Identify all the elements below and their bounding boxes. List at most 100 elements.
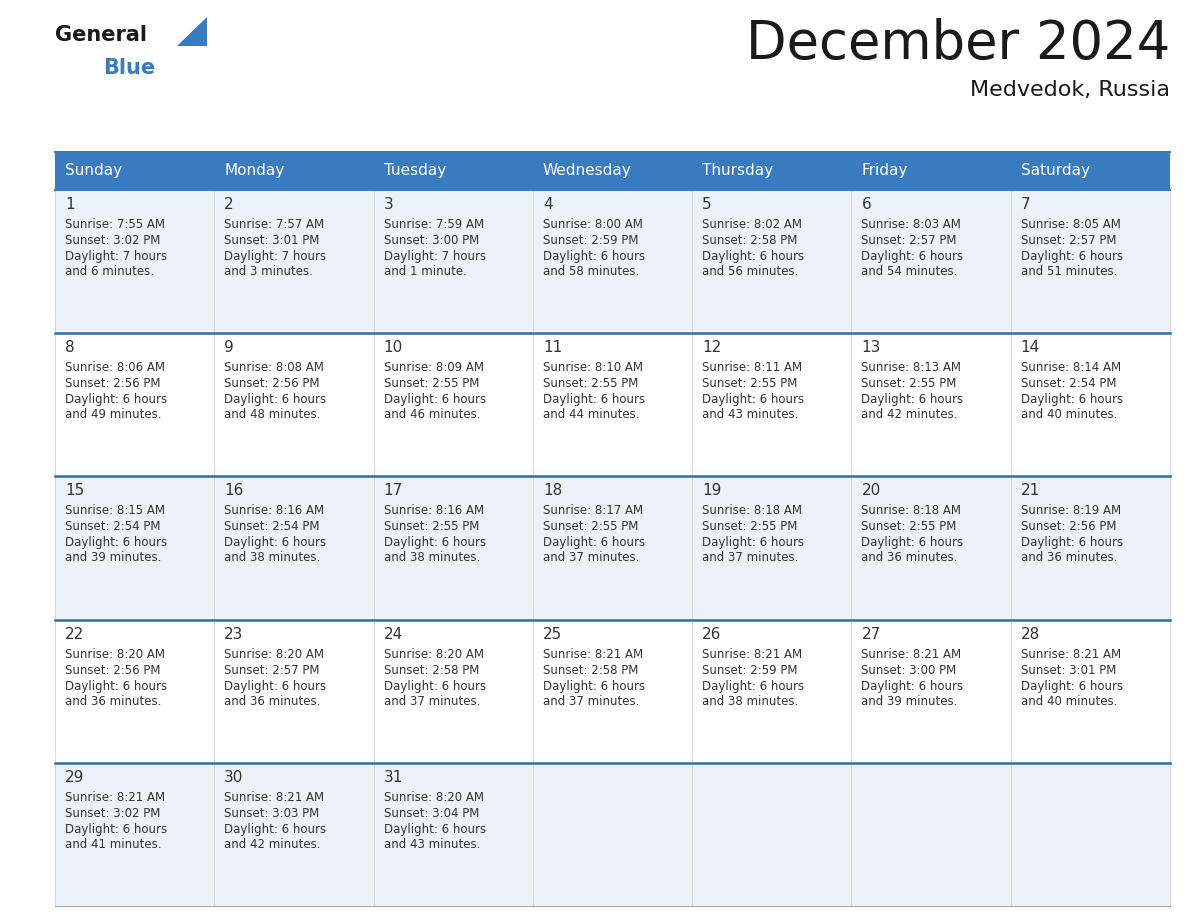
Text: Sunset: 2:55 PM: Sunset: 2:55 PM bbox=[861, 521, 956, 533]
Text: 7: 7 bbox=[1020, 197, 1030, 212]
Bar bbox=[1011, 763, 1170, 906]
Text: Sunset: 2:56 PM: Sunset: 2:56 PM bbox=[225, 377, 320, 390]
Bar bbox=[693, 333, 852, 476]
Text: Thursday: Thursday bbox=[702, 163, 773, 178]
Text: Daylight: 6 hours: Daylight: 6 hours bbox=[861, 679, 963, 692]
Text: 11: 11 bbox=[543, 341, 562, 355]
Text: Sunset: 3:00 PM: Sunset: 3:00 PM bbox=[861, 664, 956, 677]
Bar bbox=[214, 476, 373, 620]
Bar bbox=[533, 333, 693, 476]
Text: 26: 26 bbox=[702, 627, 721, 642]
Bar bbox=[533, 190, 693, 333]
Text: Sunrise: 8:02 AM: Sunrise: 8:02 AM bbox=[702, 218, 802, 231]
Text: Daylight: 6 hours: Daylight: 6 hours bbox=[225, 536, 327, 549]
Text: and 58 minutes.: and 58 minutes. bbox=[543, 265, 639, 278]
Text: and 38 minutes.: and 38 minutes. bbox=[384, 552, 480, 565]
Bar bbox=[1011, 620, 1170, 763]
Bar bbox=[533, 476, 693, 620]
Text: Sunrise: 8:13 AM: Sunrise: 8:13 AM bbox=[861, 361, 961, 375]
Polygon shape bbox=[177, 17, 207, 46]
Bar bbox=[55, 476, 214, 620]
Text: 4: 4 bbox=[543, 197, 552, 212]
Text: Sunset: 3:02 PM: Sunset: 3:02 PM bbox=[65, 807, 160, 820]
Text: Daylight: 6 hours: Daylight: 6 hours bbox=[65, 679, 168, 692]
Bar bbox=[693, 152, 852, 190]
Text: Daylight: 7 hours: Daylight: 7 hours bbox=[65, 250, 168, 263]
Text: Sunrise: 8:18 AM: Sunrise: 8:18 AM bbox=[702, 504, 802, 518]
Text: Daylight: 6 hours: Daylight: 6 hours bbox=[384, 679, 486, 692]
Bar bbox=[55, 152, 214, 190]
Text: 28: 28 bbox=[1020, 627, 1040, 642]
Text: Sunrise: 8:08 AM: Sunrise: 8:08 AM bbox=[225, 361, 324, 375]
Text: Sunrise: 8:20 AM: Sunrise: 8:20 AM bbox=[384, 647, 484, 661]
Text: Daylight: 6 hours: Daylight: 6 hours bbox=[543, 536, 645, 549]
Bar bbox=[852, 152, 1011, 190]
Text: Daylight: 6 hours: Daylight: 6 hours bbox=[702, 393, 804, 406]
Text: Sunrise: 8:21 AM: Sunrise: 8:21 AM bbox=[543, 647, 643, 661]
Text: Sunset: 3:01 PM: Sunset: 3:01 PM bbox=[225, 234, 320, 247]
Text: Sunset: 2:55 PM: Sunset: 2:55 PM bbox=[384, 521, 479, 533]
Text: and 54 minutes.: and 54 minutes. bbox=[861, 265, 958, 278]
Bar bbox=[214, 152, 373, 190]
Text: 15: 15 bbox=[65, 484, 84, 498]
Text: Sunset: 3:02 PM: Sunset: 3:02 PM bbox=[65, 234, 160, 247]
Text: Sunset: 2:55 PM: Sunset: 2:55 PM bbox=[702, 521, 797, 533]
Text: Daylight: 6 hours: Daylight: 6 hours bbox=[384, 393, 486, 406]
Text: and 37 minutes.: and 37 minutes. bbox=[702, 552, 798, 565]
Bar bbox=[1011, 476, 1170, 620]
Text: Sunset: 2:55 PM: Sunset: 2:55 PM bbox=[384, 377, 479, 390]
Text: Wednesday: Wednesday bbox=[543, 163, 632, 178]
Bar bbox=[55, 190, 214, 333]
Text: 30: 30 bbox=[225, 770, 244, 785]
Text: 8: 8 bbox=[65, 341, 75, 355]
Text: Blue: Blue bbox=[103, 58, 156, 78]
Text: 18: 18 bbox=[543, 484, 562, 498]
Text: Sunrise: 8:21 AM: Sunrise: 8:21 AM bbox=[65, 790, 165, 804]
Text: and 36 minutes.: and 36 minutes. bbox=[65, 695, 162, 708]
Text: and 41 minutes.: and 41 minutes. bbox=[65, 838, 162, 851]
Text: Sunset: 2:54 PM: Sunset: 2:54 PM bbox=[1020, 377, 1117, 390]
Text: 25: 25 bbox=[543, 627, 562, 642]
Bar bbox=[55, 763, 214, 906]
Text: Sunset: 2:57 PM: Sunset: 2:57 PM bbox=[861, 234, 956, 247]
Bar bbox=[852, 333, 1011, 476]
Text: Sunrise: 8:20 AM: Sunrise: 8:20 AM bbox=[65, 647, 165, 661]
Text: 12: 12 bbox=[702, 341, 721, 355]
Bar bbox=[373, 620, 533, 763]
Text: General: General bbox=[55, 25, 147, 45]
Text: and 49 minutes.: and 49 minutes. bbox=[65, 409, 162, 421]
Bar bbox=[373, 476, 533, 620]
Bar bbox=[55, 333, 214, 476]
Text: 31: 31 bbox=[384, 770, 403, 785]
Text: Daylight: 6 hours: Daylight: 6 hours bbox=[702, 536, 804, 549]
Text: and 40 minutes.: and 40 minutes. bbox=[1020, 695, 1117, 708]
Text: Sunrise: 8:15 AM: Sunrise: 8:15 AM bbox=[65, 504, 165, 518]
Text: Tuesday: Tuesday bbox=[384, 163, 446, 178]
Text: 20: 20 bbox=[861, 484, 880, 498]
Text: and 40 minutes.: and 40 minutes. bbox=[1020, 409, 1117, 421]
Text: and 43 minutes.: and 43 minutes. bbox=[384, 838, 480, 851]
Text: Daylight: 6 hours: Daylight: 6 hours bbox=[225, 823, 327, 835]
Text: and 3 minutes.: and 3 minutes. bbox=[225, 265, 314, 278]
Text: Sunrise: 8:21 AM: Sunrise: 8:21 AM bbox=[702, 647, 802, 661]
Text: Sunset: 2:54 PM: Sunset: 2:54 PM bbox=[65, 521, 160, 533]
Text: Sunrise: 8:06 AM: Sunrise: 8:06 AM bbox=[65, 361, 165, 375]
Text: Sunset: 2:59 PM: Sunset: 2:59 PM bbox=[543, 234, 638, 247]
Bar bbox=[533, 152, 693, 190]
Bar bbox=[55, 620, 214, 763]
Text: and 56 minutes.: and 56 minutes. bbox=[702, 265, 798, 278]
Text: Sunset: 2:55 PM: Sunset: 2:55 PM bbox=[543, 377, 638, 390]
Text: 13: 13 bbox=[861, 341, 880, 355]
Text: and 37 minutes.: and 37 minutes. bbox=[543, 552, 639, 565]
Text: Medvedok, Russia: Medvedok, Russia bbox=[969, 80, 1170, 100]
Text: Sunset: 2:59 PM: Sunset: 2:59 PM bbox=[702, 664, 797, 677]
Text: Sunset: 3:00 PM: Sunset: 3:00 PM bbox=[384, 234, 479, 247]
Bar bbox=[533, 620, 693, 763]
Text: 23: 23 bbox=[225, 627, 244, 642]
Text: 1: 1 bbox=[65, 197, 75, 212]
Text: Sunrise: 8:19 AM: Sunrise: 8:19 AM bbox=[1020, 504, 1120, 518]
Bar bbox=[693, 190, 852, 333]
Text: Daylight: 6 hours: Daylight: 6 hours bbox=[225, 679, 327, 692]
Bar bbox=[852, 476, 1011, 620]
Text: Saturday: Saturday bbox=[1020, 163, 1089, 178]
